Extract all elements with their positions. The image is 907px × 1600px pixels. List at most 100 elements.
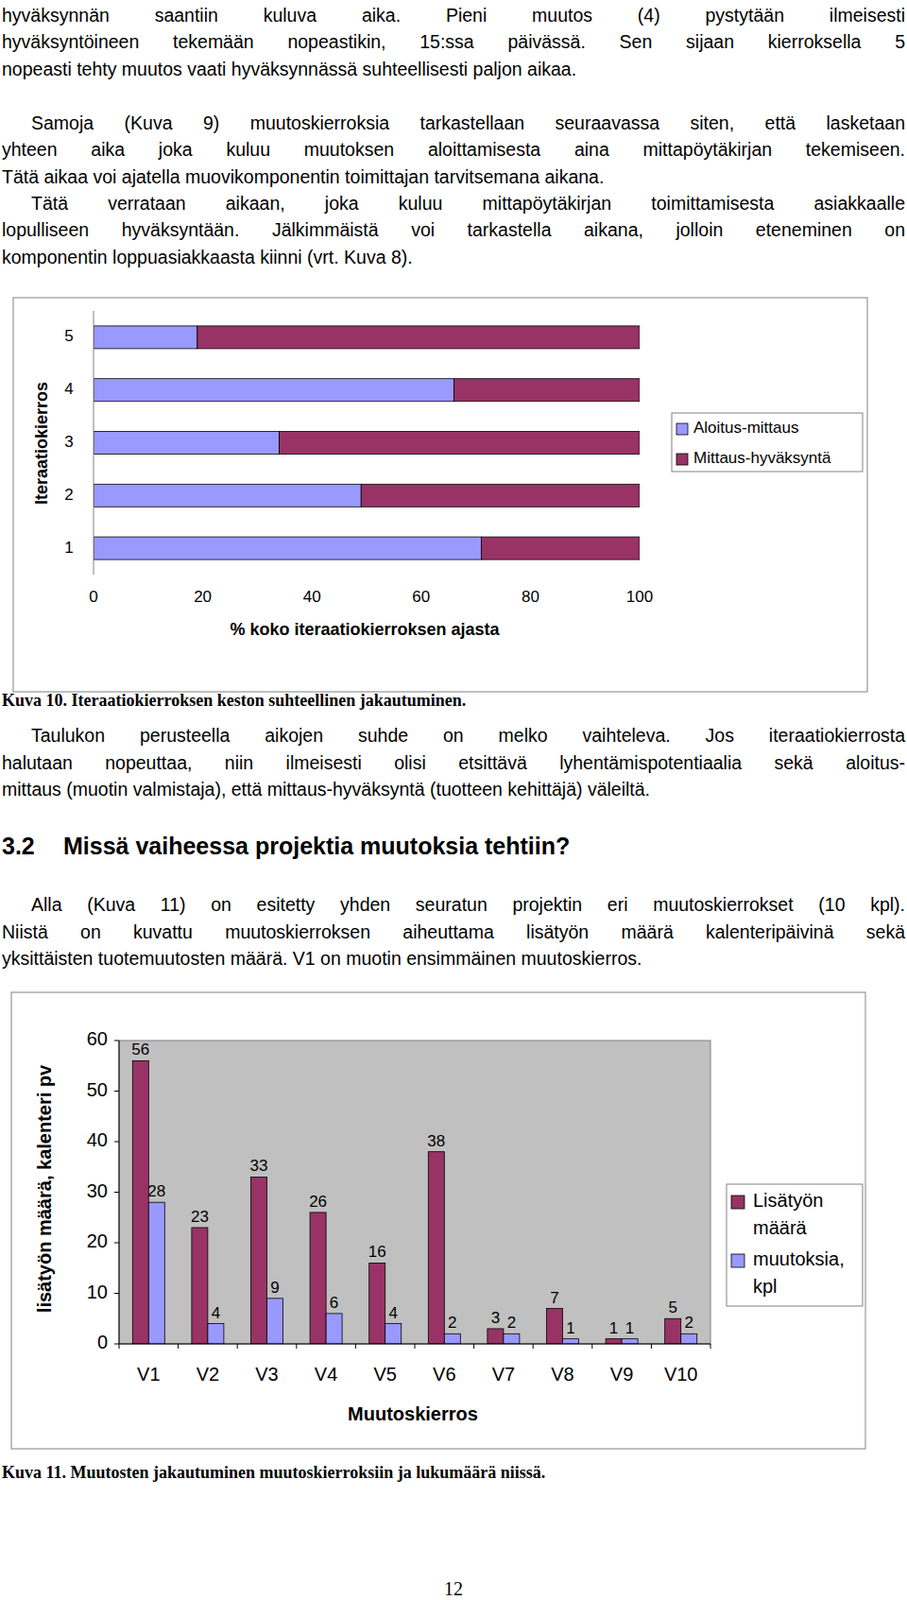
bars <box>132 1060 697 1344</box>
legend-swatch <box>731 1253 745 1267</box>
bar <box>563 1338 580 1344</box>
bar <box>547 1308 564 1344</box>
text-line: nopeasti tehty muutos vaati hyväksynnäss… <box>1 55 906 83</box>
bar <box>369 1262 386 1344</box>
data-label: 23 <box>190 1207 209 1226</box>
legend-label-line: Lisätyön <box>752 1189 829 1211</box>
y-tick-label: 30 <box>86 1180 108 1201</box>
y-tick <box>114 1141 120 1143</box>
x-tick-label: V8 <box>550 1363 574 1385</box>
text-line: Samoja (Kuva 9) muutoskierroksia tarkast… <box>31 109 906 137</box>
y-tick-label: 60 <box>86 1027 108 1049</box>
y-tick-label: 50 <box>86 1078 108 1100</box>
y-tick-label: 20 <box>86 1230 108 1251</box>
data-label: 3 <box>491 1308 500 1327</box>
y-tick-label: 0 <box>97 1331 108 1352</box>
y-tick-label: 3 <box>64 432 73 451</box>
data-label: 33 <box>250 1156 269 1175</box>
bar <box>93 378 454 402</box>
x-tick-label: V5 <box>373 1363 396 1385</box>
text-line: halutaan nopeuttaa, niin ilmeisesti olis… <box>1 749 906 776</box>
data-label: 26 <box>308 1192 327 1211</box>
x-tick-label: 0 <box>88 587 98 606</box>
text-line: hyväksynnän saantiin kuluva aika. Pieni … <box>1 1 906 29</box>
data-label: 28 <box>147 1181 166 1200</box>
data-label: 2 <box>447 1313 457 1332</box>
caption: Kuva 11. Muutosten jakautuminen muutoski… <box>1 1460 546 1484</box>
bar <box>93 431 280 455</box>
bar <box>132 1060 149 1344</box>
bar <box>427 1151 445 1344</box>
bar <box>148 1201 165 1344</box>
y-tick-label: 5 <box>64 326 73 345</box>
text-line: yksittäisten tuotemuutosten määrä. V1 on… <box>1 944 906 972</box>
bar <box>360 483 640 507</box>
x-tick <box>237 1343 239 1349</box>
data-label: 1 <box>565 1318 575 1337</box>
x-axis-title: Muutoskierros <box>347 1403 479 1424</box>
x-tick-label: 80 <box>521 587 540 606</box>
data-label: 56 <box>131 1040 150 1059</box>
bar <box>279 431 640 455</box>
bar <box>621 1338 638 1344</box>
x-tick <box>414 1343 416 1349</box>
x-tick-label: V4 <box>314 1363 338 1385</box>
x-tick <box>710 1343 712 1349</box>
legend-label: Mittaus-hyväksyntä <box>693 448 832 467</box>
bar <box>444 1333 461 1344</box>
text-line: mittaus (muotin valmistaja), että mittau… <box>1 775 906 803</box>
bar <box>93 483 361 507</box>
legend-swatch <box>676 423 688 435</box>
text-line: Alla (Kuva 11) on esitetty yhden seuratu… <box>31 890 906 918</box>
legend-label: Aloitus-mittaus <box>693 418 799 437</box>
chart: 12345020406080100% koko iteraatiokierrok… <box>13 297 868 692</box>
heading-title: Missä vaiheessa projektia muutoksia teht… <box>63 830 570 861</box>
data-label: 9 <box>270 1278 279 1297</box>
data-label: 4 <box>388 1303 397 1322</box>
y-tick <box>114 1040 120 1042</box>
y-axis-title: lisätyön määrä, kalenteri pv <box>34 1063 55 1313</box>
y-tick-label: 10 <box>86 1281 108 1302</box>
chart: 5628234339266164382327111520102030405060… <box>11 992 866 1449</box>
legend-frame <box>726 1183 863 1306</box>
bar <box>453 378 640 402</box>
bar <box>191 1227 208 1344</box>
legend-label-line: muutoksia, <box>752 1248 850 1269</box>
text-line: komponentin loppuasiakkaasta kiinni (vrt… <box>1 243 906 271</box>
page-number: 12 <box>0 1576 907 1600</box>
x-tick-label: 60 <box>411 587 430 606</box>
bar <box>487 1328 504 1344</box>
x-tick-label: V1 <box>136 1363 160 1385</box>
x-tick <box>177 1343 179 1349</box>
legend-label: muutoksia, kpl <box>752 1248 850 1297</box>
x-tick <box>473 1343 475 1349</box>
x-tick <box>591 1343 593 1349</box>
x-tick-label: V10 <box>664 1363 699 1385</box>
text-line: lopulliseen hyväksyntään. Jälkimmäistä v… <box>1 216 906 243</box>
x-tick <box>532 1343 534 1349</box>
bar <box>503 1333 520 1344</box>
bar <box>267 1298 284 1344</box>
y-tick <box>114 1090 120 1092</box>
text-line: hyväksyntöineen tekemään nopeastikin, 15… <box>1 28 906 55</box>
text-line: Tätä verrataan aikaan, joka kuluu mittap… <box>31 189 906 217</box>
y-tick <box>114 1191 120 1193</box>
y-tick-label: 1 <box>64 538 73 557</box>
legend-swatch <box>676 453 688 465</box>
y-tick <box>114 1292 120 1294</box>
y-tick-label: 2 <box>64 485 73 504</box>
text-line: Niistä on kuvattu muutoskierroksen aiheu… <box>1 918 906 945</box>
chart-frame <box>13 297 868 692</box>
text-line: Tätä aikaa voi ajatella muovikomponentin… <box>1 163 906 190</box>
data-label: 38 <box>427 1131 445 1150</box>
x-tick-label: 40 <box>303 587 322 606</box>
x-tick-label: V3 <box>255 1363 278 1385</box>
x-tick-label: 100 <box>626 587 653 606</box>
data-label: 16 <box>368 1242 387 1261</box>
y-axis <box>93 310 95 575</box>
data-label: 7 <box>549 1288 559 1307</box>
data-label: 4 <box>211 1303 221 1322</box>
x-tick-label: V2 <box>196 1363 220 1385</box>
y-tick <box>114 1242 120 1244</box>
bar <box>309 1212 326 1344</box>
